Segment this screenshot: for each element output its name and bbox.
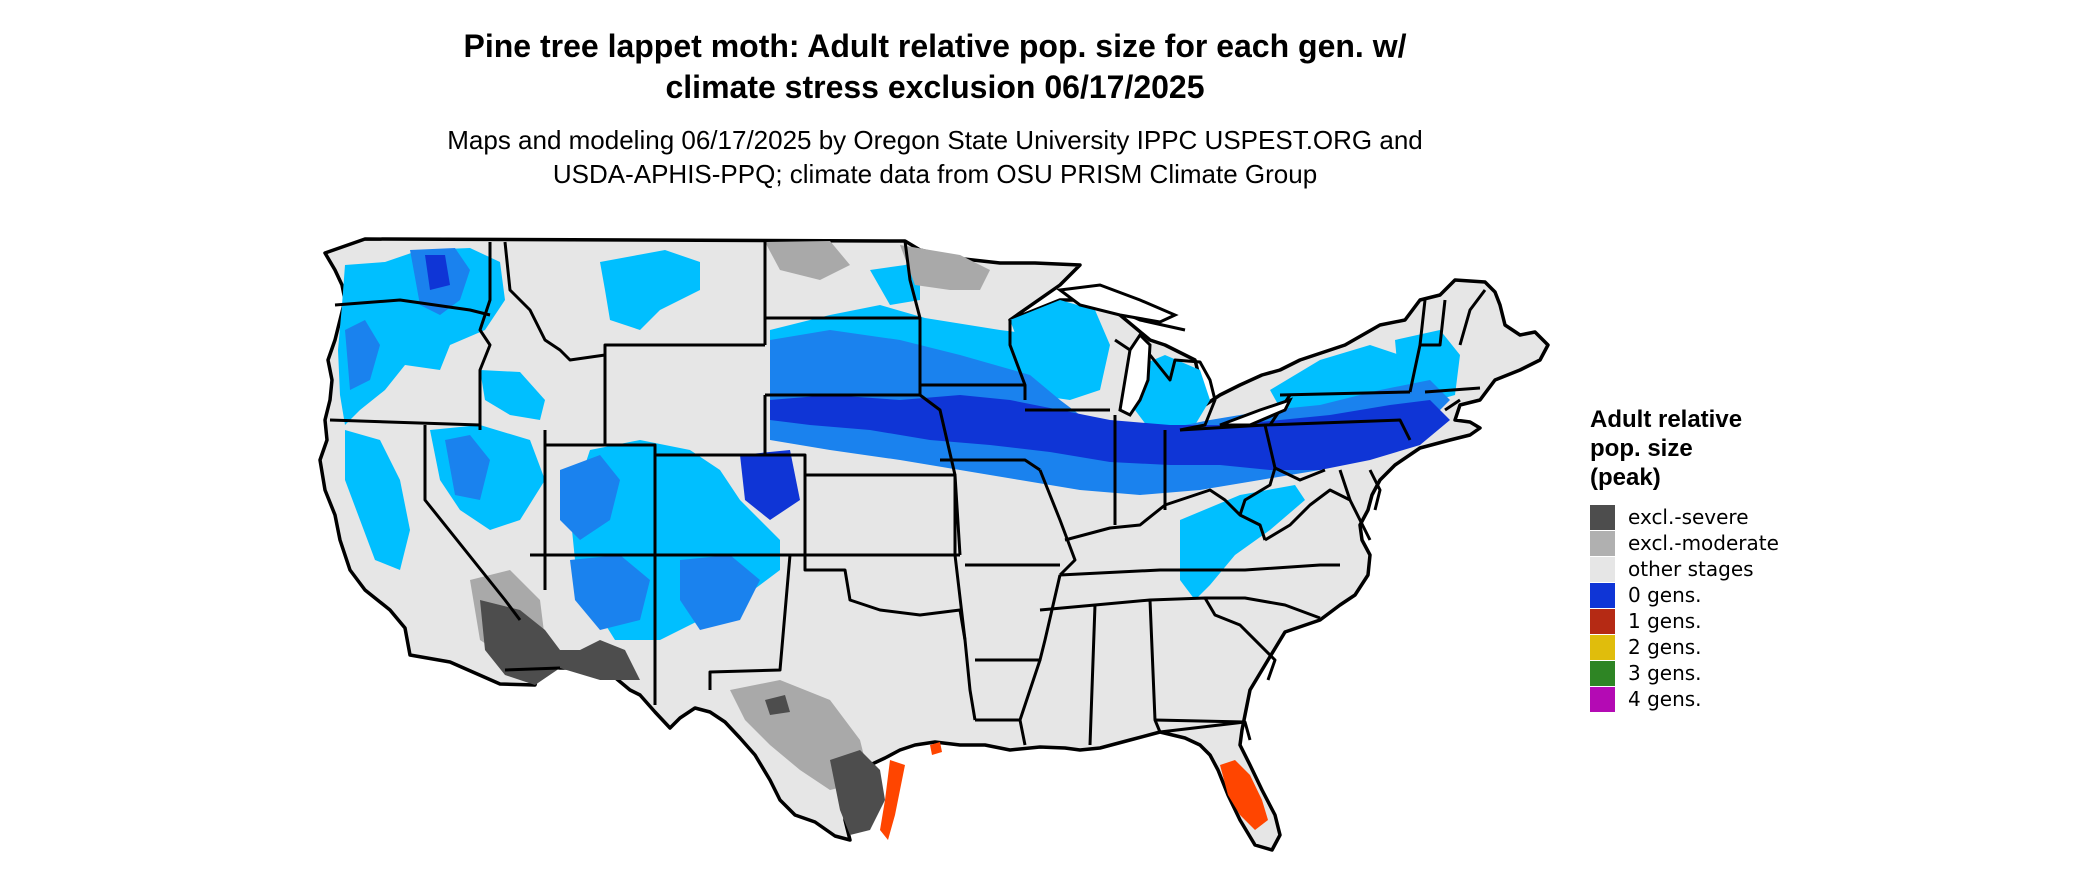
legend-label: 1 gens. (1628, 609, 1702, 633)
north-plains-moderate (765, 241, 850, 280)
great-lakes (1056, 283, 1293, 427)
legend-item-excl-severe: excl.-severe (1590, 504, 1820, 530)
map-subtitle: Maps and modeling 06/17/2025 by Oregon S… (300, 123, 1570, 191)
legend-item-2-gens: 2 gens. (1590, 634, 1820, 660)
state-borders (329, 240, 1487, 746)
legend-item-3-gens: 3 gens. (1590, 660, 1820, 686)
idaho-zone (480, 370, 545, 420)
title-line-1: Pine tree lappet moth: Adult relative po… (463, 28, 1407, 64)
texas-gulf-orange (880, 760, 905, 840)
legend-swatch (1590, 608, 1615, 634)
michigan-zone (1130, 355, 1210, 430)
legend-swatch (1590, 556, 1615, 582)
pnw-zone (338, 248, 505, 425)
severe-exclusion (480, 600, 885, 835)
montana-zone (600, 250, 700, 330)
lake-superior (1056, 283, 1179, 324)
legend-swatch (1590, 686, 1615, 712)
legend-item-excl-moderate: excl.-moderate (1590, 530, 1820, 556)
lake-michigan (1118, 332, 1152, 417)
legend-title-line-3: (peak) (1590, 464, 1661, 491)
legend-swatch (1590, 660, 1615, 686)
legend-item-0-gens: 0 gens. (1590, 582, 1820, 608)
legend-title: Adult relative pop. size (peak) (1590, 405, 1820, 492)
legend-swatch (1590, 530, 1615, 556)
louisiana-orange (930, 742, 942, 755)
legend-title-line-2: pop. size (1590, 435, 1693, 462)
newmexico-mid (680, 555, 760, 630)
arizona-mid (570, 555, 650, 630)
legend-label: 3 gens. (1628, 661, 1702, 685)
legend-label: excl.-severe (1628, 505, 1749, 529)
legend-item-1-gens: 1 gens. (1590, 608, 1820, 634)
map-title: Pine tree lappet moth: Adult relative po… (300, 26, 1570, 108)
legend-swatch (1590, 582, 1615, 608)
map-legend: Adult relative pop. size (peak) excl.-se… (1590, 405, 1820, 712)
legend-items: excl.-severe excl.-moderate other stages… (1590, 504, 1820, 712)
legend-item-other-stages: other stages (1590, 556, 1820, 582)
lake-erie (1219, 397, 1293, 427)
cascades-dark (425, 255, 450, 290)
legend-label: other stages (1628, 557, 1754, 581)
subtitle-line-2: USDA-APHIS-PPQ; climate data from OSU PR… (552, 159, 1318, 189)
sierra-zone (345, 430, 410, 570)
legend-label: 4 gens. (1628, 687, 1702, 711)
legend-title-line-1: Adult relative (1590, 406, 1743, 433)
nevada-mid (445, 435, 490, 500)
legend-swatch (1590, 504, 1615, 530)
subtitle-line-1: Maps and modeling 06/17/2025 by Oregon S… (447, 125, 1423, 155)
legend-label: 0 gens. (1628, 583, 1702, 607)
florida-orange (1220, 760, 1268, 830)
west-texas-severe (765, 695, 790, 715)
legend-swatch (1590, 634, 1615, 660)
oregon-mid (345, 320, 380, 390)
legend-item-4-gens: 4 gens. (1590, 686, 1820, 712)
legend-label: 2 gens. (1628, 635, 1702, 659)
colorado-dark (740, 450, 800, 520)
desert-severe (480, 600, 640, 685)
title-line-2: climate stress exclusion 06/17/2025 (665, 69, 1205, 105)
wisconsin-zone (1010, 300, 1110, 400)
legend-label: excl.-moderate (1628, 531, 1779, 555)
south-texas-severe (830, 750, 885, 835)
orange-zones (880, 742, 1268, 840)
minnesota-moderate (900, 245, 990, 290)
rockies-mid (560, 455, 620, 540)
